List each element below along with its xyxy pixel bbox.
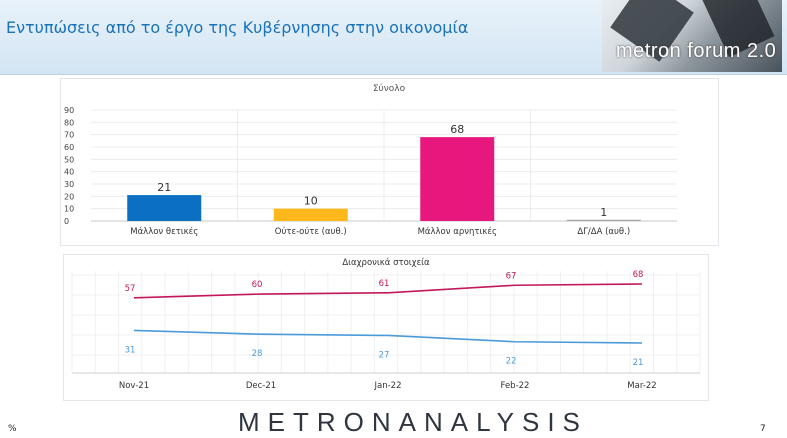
y-tick-label: 10: [64, 205, 74, 214]
bar: [273, 208, 348, 221]
bar-chart: Σύνολο 0 10 20 30 40 50 60 70 80 90 21 Μάλλον θετικέ…: [64, 83, 677, 237]
data-point-label: 22: [506, 357, 517, 367]
y-tick-label: 30: [64, 180, 74, 189]
y-tick-label: 90: [64, 106, 74, 115]
bar: [127, 195, 202, 221]
x-category-label: Μάλλον αρνητικές: [418, 226, 497, 237]
data-point-label: 28: [252, 349, 263, 359]
y-tick-label: 20: [64, 192, 74, 201]
bar: [420, 137, 495, 221]
slide-header: Εντυπώσεις από το έργο της Κυβέρνησης στ…: [0, 0, 787, 75]
series-line: [133, 283, 643, 299]
x-tick-label: Dec-21: [246, 381, 276, 391]
series-line: [133, 329, 643, 344]
line-chart-panel: Διαχρονικά στοιχεία 57 60 61 67 68 31 28 27 22 21 N…: [63, 254, 709, 401]
data-point-label: 27: [379, 350, 390, 360]
x-tick-label: Feb-22: [501, 381, 530, 391]
bar: [566, 219, 641, 221]
bar-chart-title: Σύνολο: [373, 83, 406, 94]
y-tick-label: 70: [64, 131, 74, 140]
bar-value-label: 68: [450, 123, 464, 136]
slide-title: Εντυπώσεις από το έργο της Κυβέρνησης στ…: [6, 18, 469, 37]
x-tick-label: Mar-22: [627, 381, 656, 391]
bar-value-label: 10: [304, 195, 318, 208]
y-tick-label: 50: [64, 155, 74, 164]
y-tick-label: 0: [64, 217, 69, 226]
data-point-label: 31: [125, 345, 136, 355]
data-point-label: 68: [633, 270, 644, 280]
page-number: 7: [760, 424, 766, 434]
y-tick-label: 60: [64, 143, 74, 152]
x-category-label: ΔΓ/ΔΑ (αυθ.): [577, 227, 630, 237]
y-tick-label: 80: [64, 118, 74, 127]
line-chart-title: Διαχρονικά στοιχεία: [342, 258, 430, 268]
unit-label: %: [8, 424, 17, 434]
x-category-label: Ούτε-ούτε (αυθ.): [275, 226, 347, 237]
bar-value-label: 21: [157, 181, 171, 194]
metron-analysis-brand: METRONANALYSIS: [238, 407, 588, 437]
line-chart: Διαχρονικά στοιχεία 57 60 61 67 68 31 28 27 22 21 N…: [71, 258, 701, 391]
data-point-label: 61: [379, 279, 390, 289]
logo-text: metron forum 2.0: [616, 40, 777, 62]
x-category-label: Μάλλον θετικές: [130, 226, 198, 237]
data-point-label: 57: [125, 284, 136, 294]
bar-value-label: 1: [600, 206, 607, 219]
y-tick-label: 40: [64, 168, 74, 177]
metron-forum-logo: metron forum 2.0: [602, 0, 782, 72]
x-tick-label: Nov-21: [119, 381, 149, 391]
bar-chart-panel: Σύνολο 0 10 20 30 40 50 60 70 80 90 21 Μάλλον θετικέ…: [60, 78, 719, 246]
data-point-label: 67: [506, 271, 517, 281]
data-point-label: 21: [633, 358, 644, 368]
x-tick-label: Jan-22: [374, 381, 402, 391]
data-point-label: 60: [252, 280, 263, 290]
